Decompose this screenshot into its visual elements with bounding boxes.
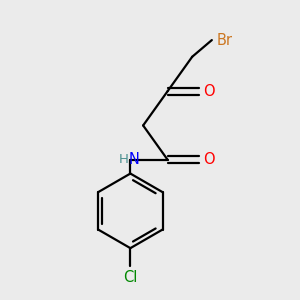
Text: N: N xyxy=(128,152,139,167)
Text: O: O xyxy=(203,84,214,99)
Text: Br: Br xyxy=(217,33,233,48)
Text: H: H xyxy=(118,153,128,166)
Text: O: O xyxy=(203,152,214,167)
Text: Cl: Cl xyxy=(123,270,138,285)
